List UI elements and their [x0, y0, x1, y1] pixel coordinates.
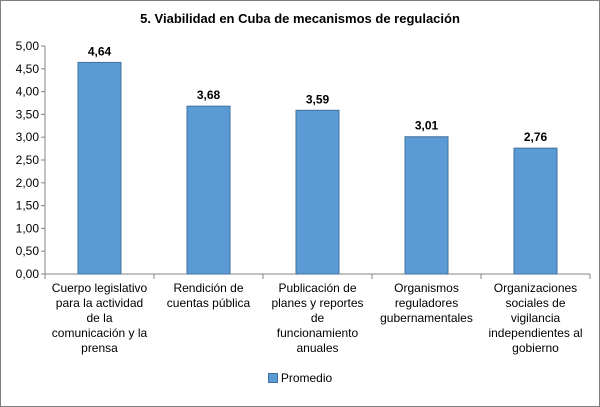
y-tick-label: 5,00 [16, 39, 40, 53]
bar [295, 109, 340, 275]
bar [186, 105, 231, 275]
y-tick-label: 1,00 [16, 221, 40, 235]
category-label-line: Publicación de [278, 281, 356, 295]
category-label-line: Cuerpo legislativo [52, 281, 148, 295]
y-tick-label: 3,00 [16, 130, 40, 144]
chart-title: 5. Viabilidad en Cuba de mecanismos de r… [140, 11, 460, 26]
category-label: Cuerpo legislativo para la actividad de la… [52, 281, 148, 355]
y-tick-label: 4,00 [16, 85, 40, 99]
data-label: 3,01 [415, 119, 439, 133]
category-label-line: Organismos [394, 281, 459, 295]
y-tick-label: 3,50 [16, 107, 40, 121]
bar [77, 61, 122, 275]
category-label: Publicación de planes y reportes de funcion… [271, 281, 363, 355]
category-label-line: cuentas pública [167, 296, 251, 310]
category-label-line: vigilancia [511, 311, 561, 325]
category-label-line: Rendición de [173, 281, 243, 295]
category-label-line: independientes al [488, 326, 582, 340]
category-label-line: reguladores [395, 296, 458, 310]
data-label: 3,59 [306, 92, 330, 106]
data-label: 3,68 [197, 88, 221, 102]
y-tick-label: 2,00 [16, 176, 40, 190]
category-label-line: para la actividad [56, 296, 143, 310]
y-tick-label: 4,50 [16, 62, 40, 76]
category-label-line: Organizaciones [494, 281, 577, 295]
category-label-line: funcionamiento [277, 326, 359, 340]
category-label-line: sociales de [505, 296, 565, 310]
legend-label: Promedio [280, 371, 333, 385]
category-label-line: prensa [81, 341, 118, 355]
y-tick-label: 0,50 [16, 244, 40, 258]
data-label: 2,76 [524, 130, 548, 144]
bar [513, 147, 558, 275]
y-tick-label: 0,00 [16, 267, 40, 281]
data-label: 4,64 [88, 44, 112, 58]
category-label-line: de [311, 311, 325, 325]
bar [404, 136, 449, 275]
category-label-line: planes y reportes [271, 296, 363, 310]
category-label: Organizaciones sociales de vigilancia indep… [488, 281, 582, 355]
y-tick-label: 1,50 [16, 199, 40, 213]
legend-swatch [267, 373, 278, 383]
category-label: Rendición de cuentas pública [167, 281, 251, 310]
category-label-line: gubernamentales [380, 311, 473, 325]
y-tick-label: 2,50 [16, 153, 40, 167]
category-label-line: comunicación y la [52, 326, 148, 340]
category-label-line: gobierno [512, 341, 559, 355]
category-label-line: anuales [296, 341, 338, 355]
category-label: Organismos reguladores gubernamentales [380, 281, 473, 325]
legend: Promedio [0, 371, 600, 385]
category-label-line: de la [86, 311, 112, 325]
